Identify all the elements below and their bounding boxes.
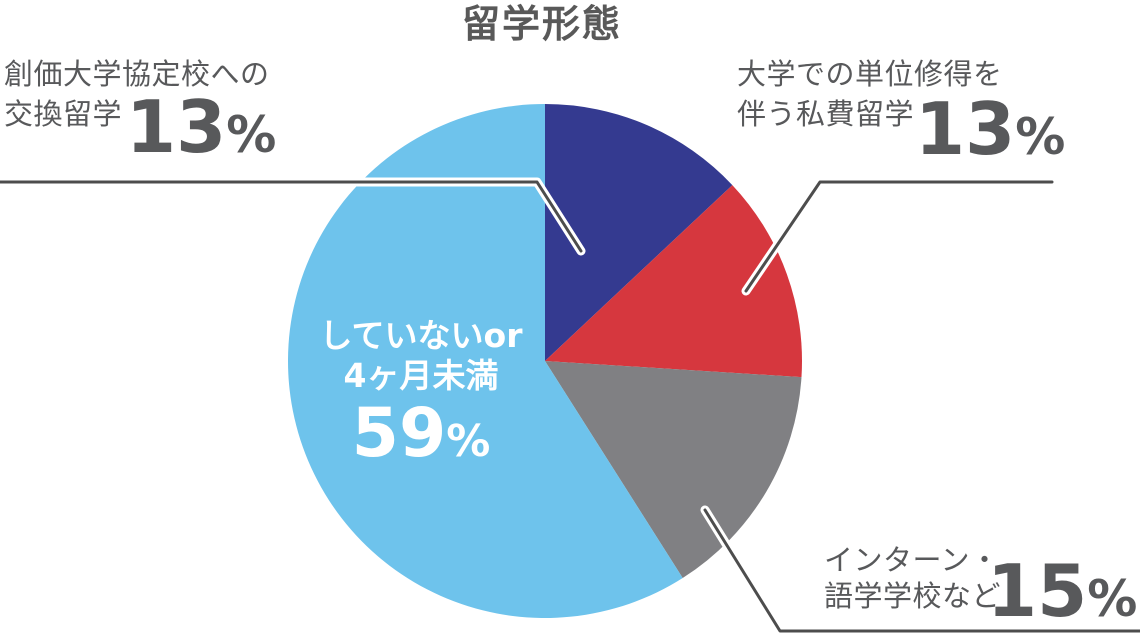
callout-intern-value: 15% xyxy=(987,555,1137,627)
callout-exchange-percent: % xyxy=(226,106,277,164)
pie-center-label: していないor 4ヶ月未満 59% xyxy=(296,316,546,480)
callout-intern-line1: インターン・ xyxy=(824,543,1000,577)
pie-slice-exchange xyxy=(545,104,733,361)
callout-private-line2: 伴う私費留学 xyxy=(737,97,915,131)
center-label-value: 59% xyxy=(296,396,546,480)
leader-line-private-casing xyxy=(741,177,1057,296)
pie-slice-intern xyxy=(545,361,802,578)
callout-private: 大学での単位修得を 伴う私費留学 13% xyxy=(737,54,1065,165)
pie-slice-none xyxy=(287,104,683,618)
callout-intern: インターン・ 語学学校など 15% xyxy=(824,542,1137,627)
callout-private-value: 13% xyxy=(915,93,1065,165)
leader-line-intern xyxy=(703,508,1140,633)
callout-intern-percent: % xyxy=(1087,570,1138,628)
pie-slice-private xyxy=(545,185,802,378)
center-label-line1: していないor xyxy=(319,316,523,355)
pie-slices xyxy=(287,104,802,618)
callout-private-line1: 大学での単位修得を xyxy=(737,57,1003,91)
chart-title: 留学形態 xyxy=(461,2,622,46)
leader-line-private xyxy=(744,180,1054,293)
callout-private-percent: % xyxy=(1015,108,1066,166)
center-value-percent: % xyxy=(446,416,491,467)
callout-private-number: 13 xyxy=(915,87,1016,171)
callout-exchange-number: 13 xyxy=(126,85,227,169)
callout-exchange: 創価大学協定校への 交換留学 13% xyxy=(4,54,276,163)
callout-exchange-value: 13% xyxy=(126,91,276,163)
center-label-line2: 4ヶ月未満 xyxy=(343,356,499,395)
callout-intern-line2: 語学学校など xyxy=(824,579,1002,613)
leader-lines xyxy=(0,177,1140,636)
callout-exchange-line1: 創価大学協定校への xyxy=(4,57,270,91)
center-value-number: 59 xyxy=(351,394,447,473)
leader-line-exchange xyxy=(0,180,583,253)
callout-intern-number: 15 xyxy=(987,549,1088,633)
callout-exchange-line2: 交換留学 xyxy=(4,97,123,131)
